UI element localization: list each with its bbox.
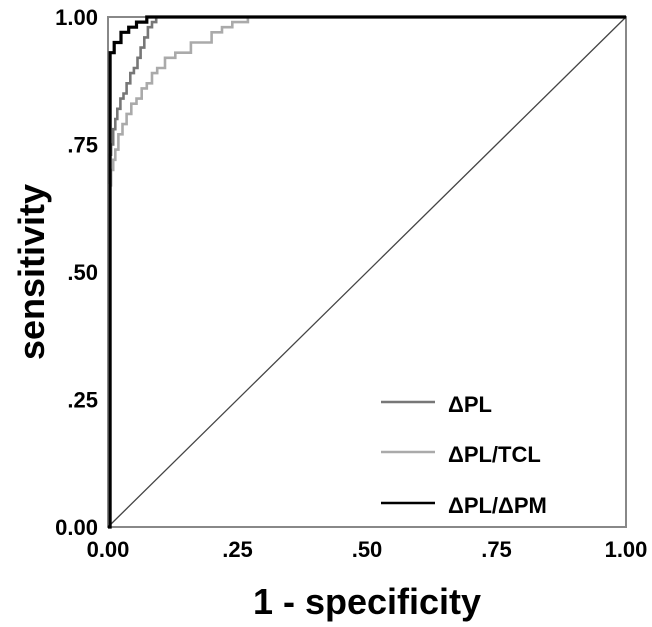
legend: ΔPL ΔPL/TCL ΔPL/ΔPM [381,392,547,518]
x-tick-label: 0.00 [87,537,130,562]
x-tick-label: .50 [352,537,383,562]
reference-diagonal [107,16,627,528]
y-tick-label: 1.00 [55,5,98,30]
legend-label: ΔPL [448,392,492,417]
y-tick-label: .50 [67,260,98,285]
y-axis-ticks: 0.00 .25 .50 .75 1.00 [55,5,98,540]
x-tick-label: .25 [222,537,253,562]
roc-series-line [108,15,626,529]
x-axis-ticks: 0.00 .25 .50 .75 1.00 [87,537,648,562]
x-tick-label: 1.00 [605,537,648,562]
roc-series-line [108,15,626,529]
roc-curves [108,15,626,529]
x-tick-label: .75 [481,537,512,562]
y-tick-label: .25 [67,388,98,413]
roc-series-line [108,15,626,529]
y-tick-label: .75 [67,133,98,158]
legend-label: ΔPL/ΔPM [448,493,547,518]
y-axis-title: sensitivity [11,184,52,360]
x-axis-title: 1 - specificity [253,581,481,622]
y-tick-label: 0.00 [55,515,98,540]
legend-label: ΔPL/TCL [448,442,541,467]
